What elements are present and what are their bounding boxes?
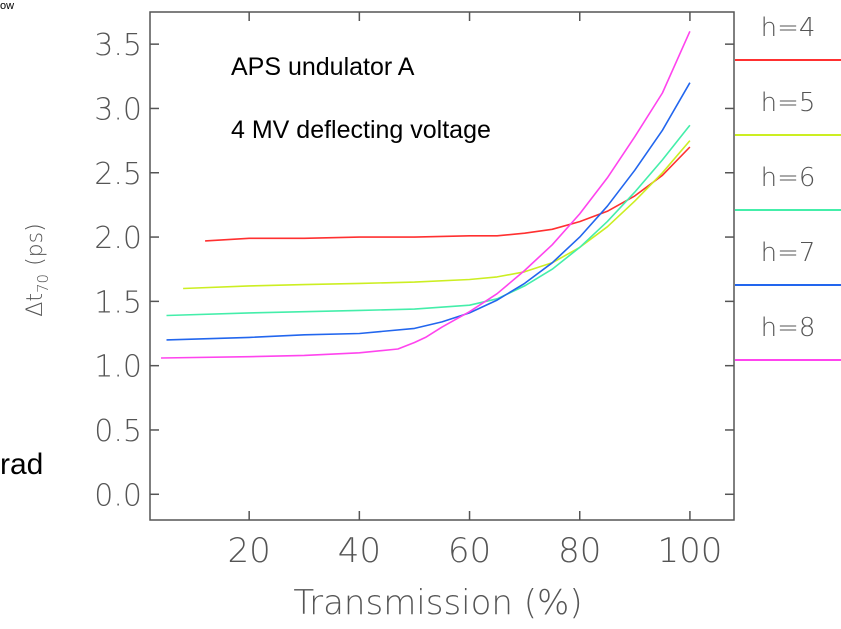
x-tick-label: 80 (558, 531, 601, 571)
series-line-h8 (160, 30, 691, 359)
y-tick-label: 2.0 (94, 221, 142, 256)
legend-label: h=7 (761, 238, 816, 268)
legend-label: h=4 (761, 13, 816, 43)
y-tick-label: 0.0 (94, 478, 142, 513)
x-tick-label: 20 (228, 531, 271, 571)
legend-label: h=5 (761, 88, 816, 118)
legend: h=4 h=5 h=6 h=7 h=8 (735, 13, 841, 361)
axis-ticks: 0.0 0.5 1.0 1.5 2.0 2.5 3.0 3.5 20 40 60 80 100 (94, 12, 734, 571)
x-tick-label: 60 (448, 531, 491, 571)
x-tick-label: 40 (338, 531, 381, 571)
legend-label: h=6 (761, 163, 816, 193)
plot-border (149, 11, 735, 521)
x-axis-label: Transmission (%) (293, 583, 582, 623)
cropped-text-top: ow (0, 0, 15, 12)
y-axis-label-subscript: 70 (34, 274, 52, 293)
legend-label: h=8 (761, 313, 816, 343)
series-line-h6 (166, 124, 691, 317)
plot-frame (149, 11, 735, 521)
y-tick-label: 3.5 (94, 28, 142, 63)
y-tick-label: 0.5 (94, 414, 142, 449)
cropped-text-left: rad (0, 448, 44, 481)
y-axis-label: Δt70 (ps) (23, 223, 52, 316)
series-line-h4 (205, 146, 691, 242)
y-tick-label: 3.0 (94, 92, 142, 127)
y-axis-label-symbol: Δt (23, 293, 48, 317)
y-axis-label-unit: (ps) (23, 223, 48, 266)
annotation-device: APS undulator A (231, 53, 415, 81)
y-tick-label: 1.5 (94, 285, 142, 320)
y-tick-label: 2.5 (94, 157, 142, 192)
series-line-h7 (166, 82, 691, 341)
annotation-voltage: 4 MV deflecting voltage (231, 116, 491, 144)
x-tick-label: 100 (657, 531, 722, 571)
series-line-h5 (183, 140, 691, 290)
y-tick-label: 1.0 (94, 350, 142, 385)
series-lines (160, 30, 691, 359)
